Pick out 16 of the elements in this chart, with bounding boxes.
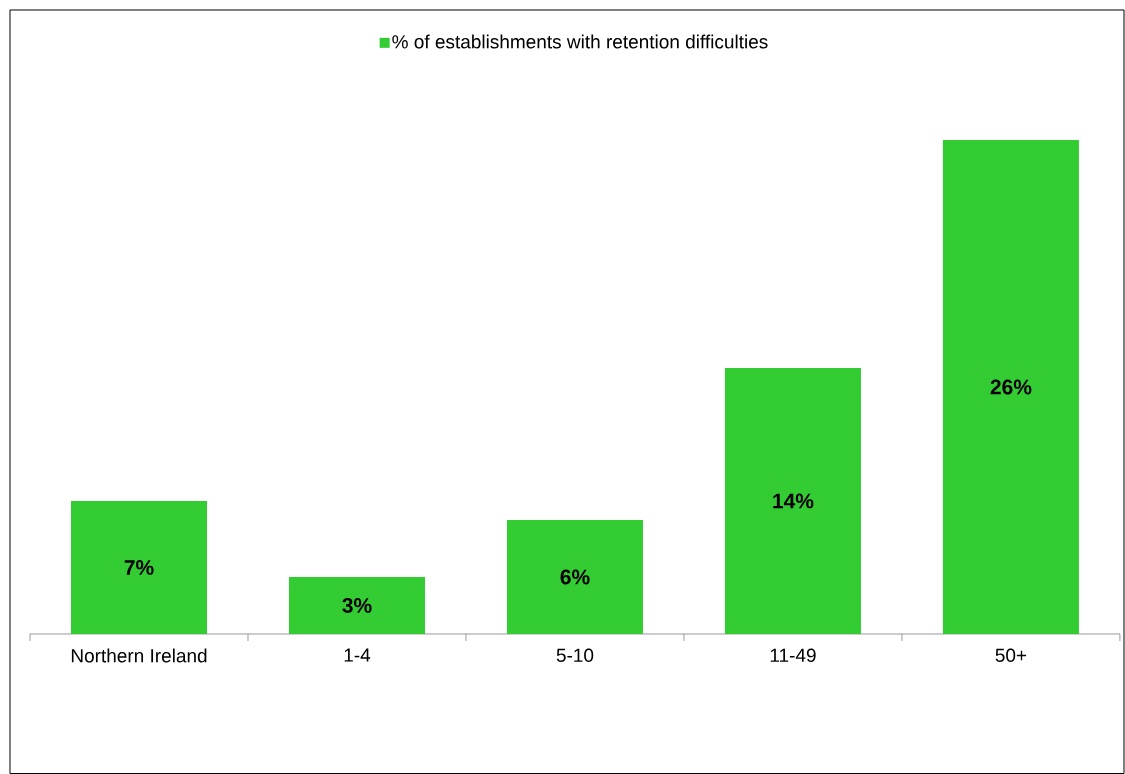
bar xyxy=(506,519,643,634)
x-tick-label: 5-10 xyxy=(556,648,594,662)
x-tick-label: 50+ xyxy=(995,648,1027,662)
bar xyxy=(288,576,425,634)
data-label: 3% xyxy=(342,598,372,613)
data-label: 7% xyxy=(124,560,154,575)
bar xyxy=(942,140,1079,634)
bar xyxy=(71,500,207,634)
x-tick-label: 11-49 xyxy=(770,648,816,662)
legend-label: % of establishments with retention difficulties xyxy=(392,34,768,49)
x-tick-label: 1-4 xyxy=(344,648,371,662)
bar xyxy=(724,368,861,634)
data-label: 14% xyxy=(773,493,814,509)
x-tick-label: Northern Ireland xyxy=(71,648,207,663)
data-label: 6% xyxy=(560,569,590,585)
data-label: 26% xyxy=(990,379,1032,395)
